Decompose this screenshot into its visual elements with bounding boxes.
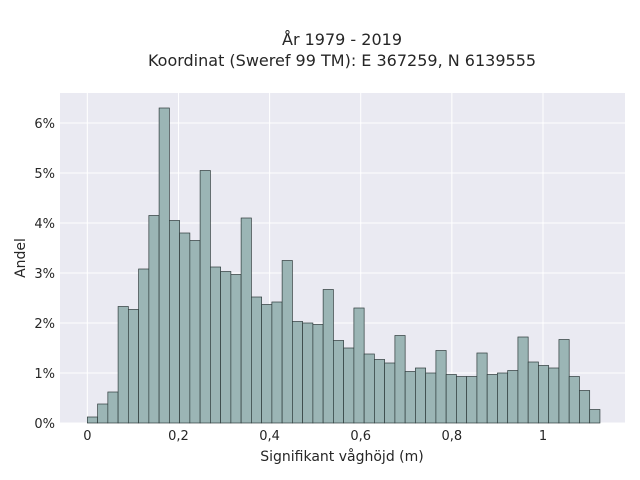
y-tick-label: 4%	[34, 217, 55, 232]
histogram-bar	[230, 274, 242, 424]
chart-title-line2: Koordinat (Sweref 99 TM): E 367259, N 61…	[148, 51, 536, 70]
x-tick-label: 0,4	[259, 429, 280, 444]
histogram-bar	[199, 170, 211, 424]
histogram-bar	[158, 107, 170, 424]
histogram-bar	[148, 215, 160, 424]
histogram-bar	[589, 409, 601, 424]
histogram-bar	[579, 390, 591, 424]
histogram-bar	[138, 268, 150, 424]
histogram-bar	[404, 371, 416, 424]
y-axis-ticks: 0% 1% 2% 3% 4% 5% 6%	[34, 117, 55, 432]
histogram-bar	[312, 324, 324, 424]
histogram-bar	[210, 266, 221, 424]
histogram-bar	[343, 347, 355, 424]
x-tick-label: 0,6	[350, 429, 371, 444]
histogram-bar	[497, 372, 509, 424]
histogram-bar	[568, 376, 580, 424]
histogram-bar	[476, 352, 488, 424]
x-axis-label: Signifikant våghöjd (m)	[260, 448, 423, 465]
histogram-bar	[558, 339, 570, 424]
bars	[86, 107, 601, 424]
histogram-bar	[189, 240, 201, 424]
histogram-bar	[415, 367, 427, 424]
histogram-bar	[517, 336, 529, 424]
histogram-bar	[220, 271, 232, 424]
y-tick-label: 3%	[34, 267, 55, 282]
histogram-bar	[302, 322, 314, 424]
histogram-bar	[117, 306, 129, 424]
y-tick-label: 1%	[34, 367, 55, 382]
x-tick-label: 0	[83, 429, 91, 444]
histogram-bar	[507, 370, 519, 424]
histogram-bar	[486, 374, 498, 424]
histogram-bar	[322, 289, 334, 424]
x-tick-label: 0,8	[442, 429, 463, 444]
x-tick-label: 0,2	[168, 429, 189, 444]
x-tick-label: 1	[539, 429, 547, 444]
histogram-bar	[251, 296, 262, 424]
histogram-bar	[169, 220, 180, 424]
histogram-bar	[292, 321, 303, 424]
y-tick-label: 5%	[34, 167, 55, 182]
histogram-bar	[394, 335, 406, 424]
histogram-bar	[548, 367, 560, 424]
histogram-bar	[97, 403, 109, 424]
histogram-bar	[425, 372, 437, 424]
y-axis-label: Andel	[13, 238, 29, 278]
histogram-bar	[240, 217, 252, 424]
chart-title-line1: År 1979 - 2019	[282, 30, 402, 49]
histogram-bar	[333, 340, 344, 424]
histogram-bar	[363, 353, 375, 424]
y-tick-label: 0%	[34, 417, 55, 432]
histogram-bar	[435, 350, 447, 424]
histogram-bar	[281, 260, 293, 424]
y-tick-label: 6%	[34, 117, 55, 132]
histogram-bar	[538, 365, 550, 424]
y-tick-label: 2%	[34, 317, 55, 332]
histogram-bar	[456, 376, 468, 424]
x-axis-ticks: 0 0,2 0,4 0,6 0,8 1	[83, 429, 547, 444]
histogram-bar	[127, 309, 139, 424]
histogram-bar	[445, 374, 457, 424]
histogram-bar	[466, 376, 478, 424]
histogram-bar	[261, 304, 273, 424]
histogram-bar	[107, 391, 119, 424]
histogram-bar	[179, 232, 191, 424]
histogram-bar	[384, 362, 396, 424]
histogram-bar	[527, 361, 539, 424]
histogram-bar	[86, 416, 98, 424]
histogram-bar	[374, 359, 385, 424]
histogram-bar	[353, 307, 365, 424]
histogram-bar	[271, 301, 283, 424]
